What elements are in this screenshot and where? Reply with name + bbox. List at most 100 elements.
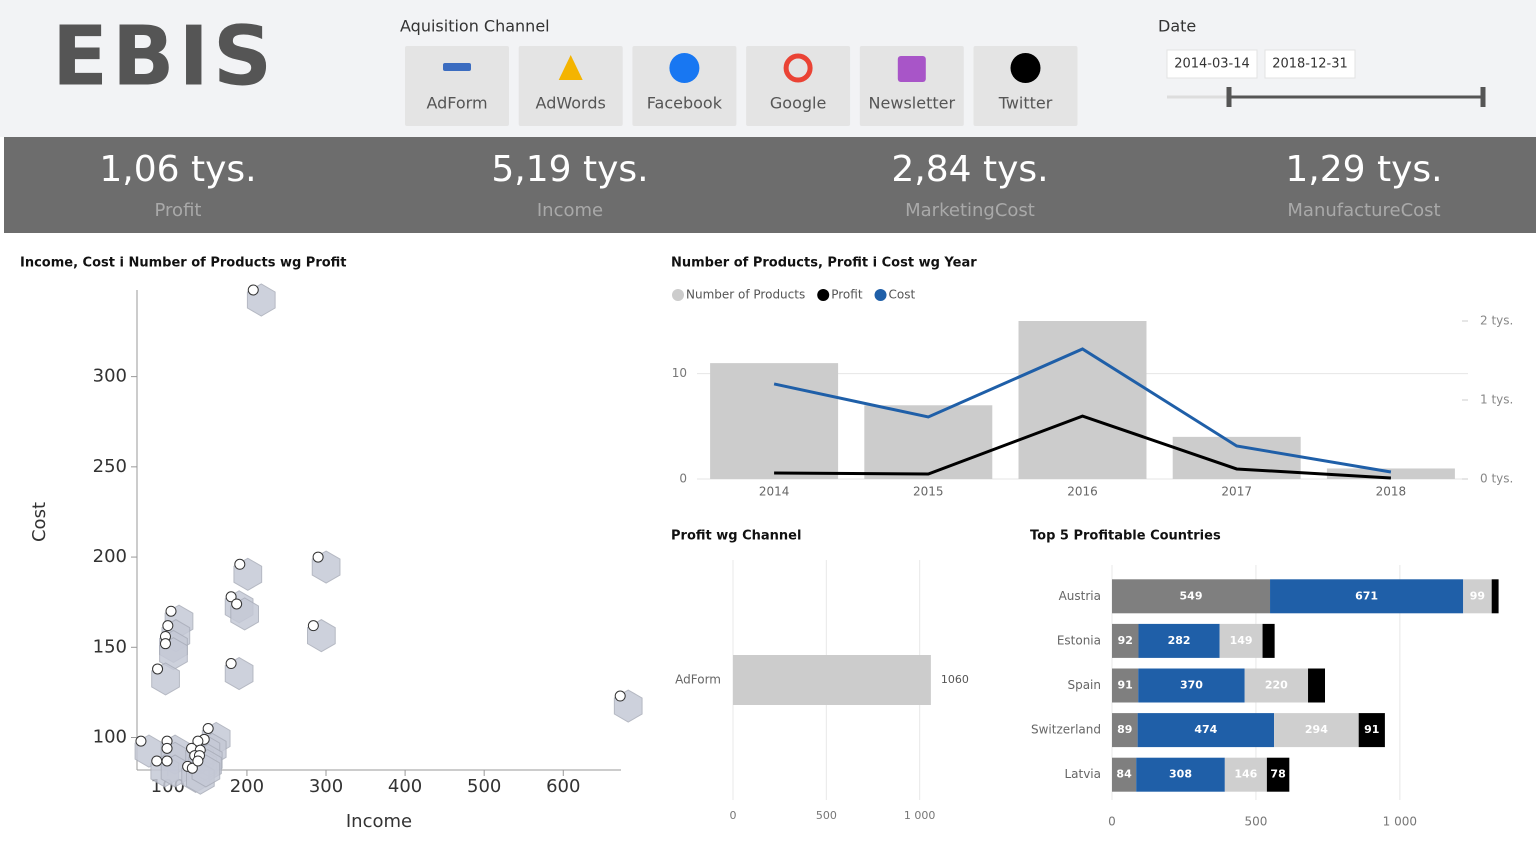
legend-marker: [817, 289, 830, 301]
value-label: 91: [1364, 723, 1379, 736]
bar: [710, 363, 839, 479]
channel-name: AdForm: [426, 94, 487, 113]
point: [614, 690, 626, 702]
legend-label: Profit: [831, 288, 863, 302]
value-label: 1060: [941, 673, 969, 686]
point: [247, 284, 259, 296]
legend-marker: [672, 289, 684, 301]
kpi-label: Income: [537, 200, 603, 221]
bar-segment: [1137, 713, 1275, 748]
y-tick-label: 100: [93, 727, 127, 748]
x-tick-label: 1 000: [904, 809, 936, 822]
chart-title: Income, Cost i Number of Products wg Pro…: [20, 256, 347, 271]
bar-segment: [1112, 579, 1271, 614]
value-label: 370: [1180, 679, 1203, 692]
bar-segment: [1266, 757, 1290, 792]
x-tick-label: 2014: [759, 485, 790, 499]
date-label: Date: [1158, 17, 1196, 36]
y-tick-label: Latvia: [1064, 767, 1101, 781]
chart-title: Profit wg Channel: [671, 529, 801, 544]
point: [161, 742, 173, 754]
channel-button[interactable]: [859, 46, 964, 126]
value-label: 671: [1355, 589, 1378, 602]
bar-segment: [1274, 713, 1359, 748]
chart-title: Number of Products, Profit i Cost wg Yea…: [671, 256, 977, 271]
kpi-band: [4, 137, 1536, 233]
channel-icon: [669, 53, 700, 83]
channel-button[interactable]: [405, 46, 509, 126]
x-tick-label: 2015: [913, 485, 944, 499]
bar-segment: [1138, 668, 1245, 703]
x-tick-label: 500: [467, 776, 501, 797]
channel-button[interactable]: [632, 46, 737, 126]
y-tick-label: 150: [93, 636, 127, 657]
bar-segment: [1112, 623, 1139, 658]
point: [161, 755, 173, 767]
bar-segment: [1112, 713, 1138, 748]
bar-segment: [1491, 579, 1499, 614]
kpi-value: 2,84 tys.: [891, 149, 1048, 190]
x-tick-label: 2016: [1067, 485, 1098, 499]
bar-segment: [1244, 668, 1309, 703]
channel-button[interactable]: [518, 46, 623, 126]
y-tick-label: 10: [672, 366, 687, 380]
y-tick-label: AdForm: [675, 673, 721, 687]
point: [152, 663, 164, 675]
kpi-value: 1,06 tys.: [99, 149, 256, 190]
value-label: 474: [1194, 723, 1217, 736]
x-tick-label: 1 000: [1383, 815, 1417, 829]
line: [774, 414, 1391, 480]
bar-segment: [1270, 579, 1464, 614]
y-tick-label: 200: [93, 546, 127, 567]
point: [162, 620, 174, 632]
date-box[interactable]: [1264, 49, 1356, 79]
bar-segment: [1112, 668, 1139, 703]
x-axis-title: Income: [346, 811, 412, 832]
value-label: 78: [1270, 768, 1285, 781]
point: [234, 558, 246, 570]
value-label: 91: [1117, 679, 1132, 692]
channel-icon: [897, 56, 926, 82]
legend-label: Number of Products: [686, 288, 805, 302]
date-value: 2018-12-31: [1272, 57, 1348, 72]
channel-name: AdWords: [536, 94, 606, 113]
channel-label: Aquisition Channel: [400, 17, 550, 36]
value-label: 99: [1470, 589, 1485, 602]
chart-title: Top 5 Profitable Countries: [1030, 529, 1221, 544]
bar-segment: [1308, 668, 1326, 703]
y-tick-label: Austria: [1059, 589, 1101, 603]
value-label: 92: [1118, 634, 1133, 647]
date-box[interactable]: [1166, 49, 1258, 79]
channel-button[interactable]: [746, 46, 851, 126]
y-tick-label: Spain: [1067, 678, 1101, 692]
channel-icon: [443, 63, 471, 71]
channel-button[interactable]: [973, 46, 1078, 126]
kpi-label: MarketingCost: [905, 200, 1035, 221]
point: [159, 638, 171, 650]
y-tick-label: Switzerland: [1031, 723, 1101, 737]
x-tick-label: 500: [1244, 815, 1267, 829]
y-tick-label: 250: [93, 456, 127, 477]
x-tick-label: 600: [546, 776, 580, 797]
logo: EBIS: [52, 9, 276, 104]
channel-name: Google: [770, 94, 826, 113]
bar: [733, 655, 931, 705]
point: [202, 722, 214, 734]
y-tick-label: Estonia: [1057, 633, 1101, 647]
legend-label: Cost: [889, 288, 916, 302]
x-tick-label: 300: [309, 776, 343, 797]
point: [165, 605, 177, 617]
x-tick-label: 2018: [1376, 485, 1407, 499]
value-label: 146: [1234, 768, 1257, 781]
bar-segment: [1463, 579, 1492, 614]
channel-icon: [558, 55, 583, 80]
value-label: 220: [1265, 679, 1288, 692]
x-tick-label: 0: [730, 809, 737, 822]
y-tick-label: 0: [679, 472, 687, 486]
kpi-value: 1,29 tys.: [1285, 149, 1442, 190]
point: [225, 591, 237, 603]
x-tick-label: 500: [816, 809, 837, 822]
value-label: 294: [1305, 723, 1328, 736]
bar: [1326, 468, 1455, 479]
